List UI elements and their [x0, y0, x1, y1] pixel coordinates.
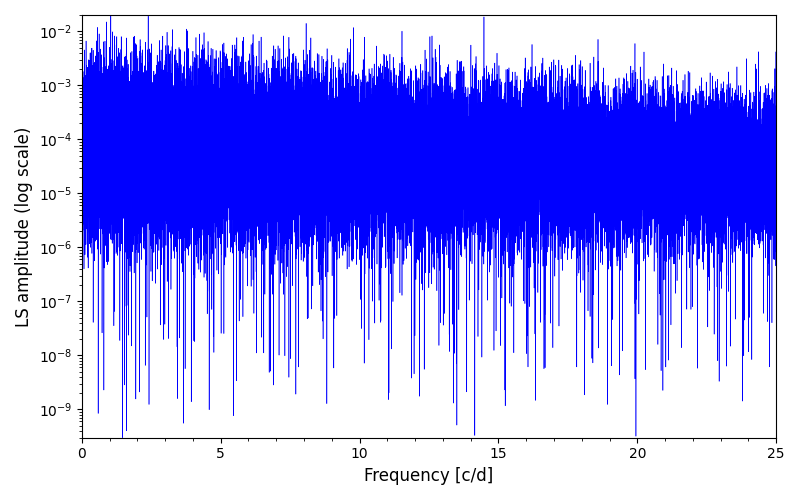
- Y-axis label: LS amplitude (log scale): LS amplitude (log scale): [15, 126, 33, 326]
- X-axis label: Frequency [c/d]: Frequency [c/d]: [364, 467, 494, 485]
